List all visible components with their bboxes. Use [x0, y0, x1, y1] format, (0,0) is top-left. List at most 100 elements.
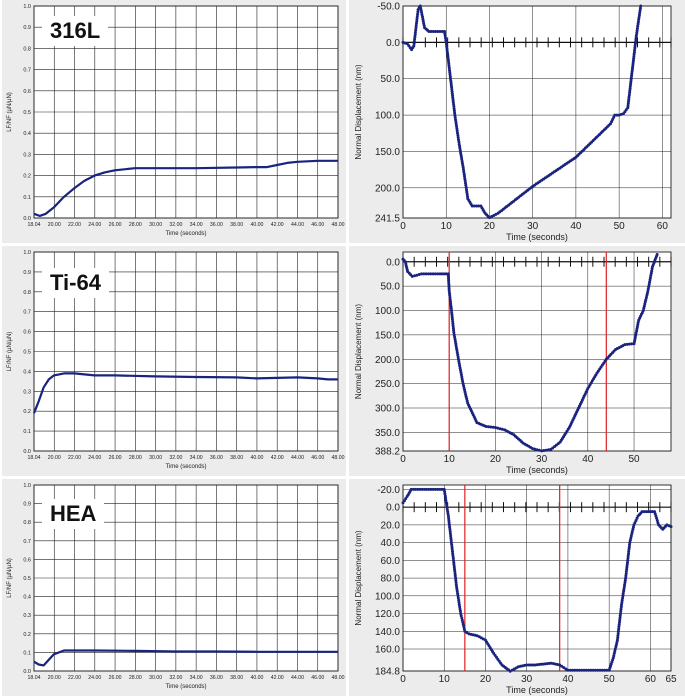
data-point [627, 97, 631, 101]
data-point [453, 569, 457, 573]
y-tick-label: 0.5 [23, 350, 31, 356]
data-point [620, 601, 624, 604]
data-point [462, 625, 466, 629]
data-point [414, 26, 418, 30]
data-point [425, 487, 429, 491]
data-point [621, 596, 625, 600]
data-point [442, 272, 446, 276]
data-point [450, 309, 453, 312]
data-point [627, 545, 631, 549]
data-point [443, 494, 447, 498]
data-point [451, 324, 455, 328]
x-tick-label: 22.00 [68, 222, 81, 228]
data-point [635, 29, 639, 33]
data-point [617, 627, 621, 631]
data-point [454, 120, 458, 124]
x-tick-label: 44.00 [291, 222, 304, 228]
data-point [619, 607, 623, 611]
data-point [655, 516, 659, 520]
y-axis-label: Normal Displacement (nm) [354, 304, 363, 399]
data-point [623, 581, 627, 584]
plot-area [402, 251, 672, 452]
y-tick-label: 0.1 [23, 650, 31, 656]
data-point [566, 668, 570, 672]
data-point [453, 337, 457, 341]
friction-panel-hea: 0.0 0.1 0.2 0.3 0.4 0.5 0.6 0.7 0.8 0.9 1.0 18.04 20… [2, 479, 346, 696]
data-point [630, 342, 634, 346]
y-tick-label: 1.0 [23, 250, 31, 256]
data-point [598, 668, 602, 672]
x-tick-label: 18.04 [28, 675, 41, 681]
y-tick-label: 0.4 [23, 595, 31, 601]
x-axis-label: Time (seconds) [165, 464, 206, 470]
data-point [458, 605, 462, 609]
data-point [420, 272, 423, 276]
x-tick-label: 50 [604, 674, 616, 685]
x-tick-label: 18.04 [28, 455, 41, 461]
x-tick-label: 34.00 [190, 675, 203, 681]
data-point [455, 127, 459, 130]
data-point [414, 487, 418, 491]
y-tick-label: 350.0 [375, 428, 400, 439]
y-tick-label: 80.0 [381, 574, 401, 585]
data-point [448, 296, 452, 299]
displacement-panel-ti64: 0 10 20 30 40 50 0.0 50.0 100.0 150.0 200.0 250.0 30… [349, 246, 685, 476]
x-tick-label: 42.00 [271, 222, 284, 228]
data-point [636, 22, 640, 26]
friction-panel-316l: 0.0 0.1 0.2 0.3 0.4 0.5 0.6 0.7 0.8 0.9 1.0 18.04 20… [2, 0, 346, 243]
data-point [458, 149, 462, 152]
y-tick-label: 388.2 [375, 447, 400, 458]
x-tick-label: 36.00 [210, 675, 223, 681]
data-point [630, 70, 634, 73]
data-point [447, 516, 451, 520]
data-point [624, 572, 628, 576]
data-point [627, 342, 631, 346]
data-point [429, 272, 433, 276]
y-tick-label: -50.0 [377, 2, 400, 13]
data-point [487, 425, 490, 429]
data-point [617, 623, 621, 627]
data-point [462, 168, 465, 172]
data-point [612, 654, 616, 658]
data-point [443, 34, 447, 38]
data-point [615, 640, 619, 644]
data-point [647, 282, 651, 286]
data-point [444, 38, 448, 42]
data-point [627, 93, 631, 97]
x-tick-label: 26.00 [109, 675, 122, 681]
y-tick-label: 184.8 [375, 667, 400, 678]
data-point [452, 330, 456, 334]
data-point [447, 289, 451, 293]
data-point [629, 82, 633, 86]
data-point [431, 30, 435, 33]
x-tick-label: 50 [628, 454, 640, 465]
y-tick-label: 140.0 [375, 627, 400, 638]
y-axis-label: LF/NF (µN/µN) [7, 558, 13, 598]
data-point [628, 543, 631, 547]
data-point [416, 10, 420, 14]
data-point [413, 30, 417, 34]
data-point [445, 503, 449, 507]
data-point [415, 21, 418, 25]
data-point [446, 272, 450, 276]
data-point [413, 37, 417, 41]
data-point [669, 525, 673, 529]
data-point [627, 552, 630, 556]
data-point [618, 620, 621, 624]
data-point [440, 30, 444, 33]
y-tick-label: 0.5 [23, 110, 31, 116]
data-point [451, 552, 455, 556]
data-point [626, 561, 629, 565]
y-tick-label: 0.3 [23, 152, 31, 158]
y-tick-label: 241.5 [375, 214, 400, 225]
x-tick-label: 36.00 [210, 455, 223, 461]
data-point [568, 668, 572, 672]
data-point [540, 449, 544, 453]
displacement-chart-hea: 0 10 20 30 40 50 60 65 -20.0 0.0 20.0 40.0 60.0 80.0 1… [354, 484, 677, 695]
x-tick-label: 60 [657, 221, 669, 232]
friction-chart-ti64: 0.0 0.1 0.2 0.3 0.4 0.5 0.6 0.7 0.8 0.9 1.0 18.04 20… [7, 250, 345, 470]
x-tick-label: 38.00 [230, 222, 243, 228]
data-point [498, 427, 502, 431]
data-point [448, 525, 452, 529]
y-tick-label: 100.0 [375, 306, 400, 317]
